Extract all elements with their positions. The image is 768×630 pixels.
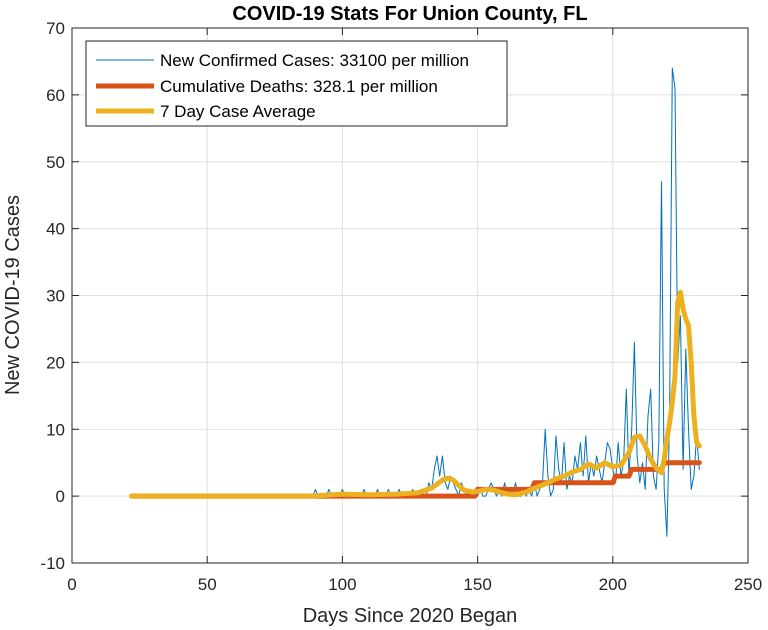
chart-title: COVID-19 Stats For Union County, FL bbox=[232, 3, 587, 25]
series-7-day-average bbox=[129, 289, 702, 499]
x-tick-label: 50 bbox=[198, 575, 217, 594]
y-tick-label: 60 bbox=[46, 86, 65, 105]
y-tick-label: 10 bbox=[46, 420, 65, 439]
legend-label-7-day-average: 7 Day Case Average bbox=[160, 102, 316, 121]
x-tick-label: 0 bbox=[67, 575, 76, 594]
y-tick-label: 20 bbox=[46, 353, 65, 372]
y-tick-label: 50 bbox=[46, 153, 65, 172]
legend: New Confirmed Cases: 33100 per million C… bbox=[85, 40, 508, 127]
y-tick-label: -10 bbox=[40, 554, 65, 573]
x-axis-title: Days Since 2020 Began bbox=[303, 605, 518, 627]
legend-label-new-cases: New Confirmed Cases: 33100 per million bbox=[160, 51, 469, 70]
legend-label-cumulative-deaths: Cumulative Deaths: 328.1 per million bbox=[160, 77, 438, 96]
series-layer bbox=[129, 67, 702, 537]
y-tick-label: 70 bbox=[46, 19, 65, 38]
x-tick-label: 200 bbox=[599, 575, 627, 594]
y-axis-title: New COVID-19 Cases bbox=[2, 195, 24, 395]
y-tick-label: 30 bbox=[46, 287, 65, 306]
y-tick-label: 40 bbox=[46, 220, 65, 239]
x-tick-label: 250 bbox=[734, 575, 762, 594]
y-tick-label: 0 bbox=[56, 487, 65, 506]
legend-box bbox=[85, 40, 508, 127]
x-tick-label: 150 bbox=[463, 575, 491, 594]
x-tick-label: 100 bbox=[328, 575, 356, 594]
